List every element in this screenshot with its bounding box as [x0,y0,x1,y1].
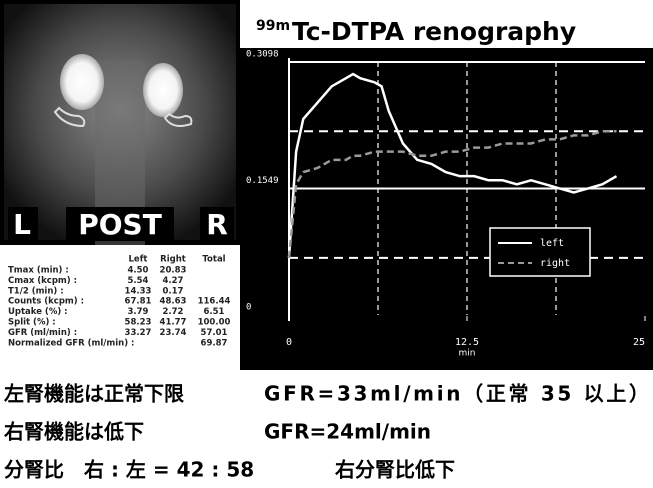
cell: 67.81 [125,297,152,307]
row-label: Counts (kcpm) : [8,297,84,307]
note: GFR=33ml/min（正常 35 以上） [264,382,649,406]
table-header: Total [202,255,225,265]
row-label: Tmax (min) : [8,266,69,276]
y-tick-label: 0 [246,303,251,313]
cell: 3.79 [128,307,149,317]
note: 左腎機能は正常下限 [4,382,184,406]
side-label: L [13,208,31,241]
table-header: Left [129,255,148,265]
cell: 6.51 [204,307,225,317]
figure: L POST R Left Right Total Tmax (min) : 4.50 2… [0,0,653,488]
note: GFR=24ml/min [264,420,431,444]
row-label: T1/2 (min) : [8,286,64,296]
cell: 116.44 [198,297,231,307]
table-header: Right [160,255,186,265]
note: 分腎比 右 : 左 = 42 : 58 [4,458,254,482]
x-tick-label: 12.5 [455,337,479,348]
cell: 57.01 [201,328,228,338]
stats-table: Left Right Total Tmax (min) : 4.50 20.83 Cmax … [8,255,230,349]
row-label: Uptake (%) : [8,307,68,317]
cell: 48.63 [160,297,187,307]
x-tick-label: 25 [633,337,645,348]
row-label: Cmax (kcpm) : [8,276,77,286]
cell: 5.54 [128,276,149,286]
note: 右腎機能は低下 [4,420,144,444]
x-axis-label: min [459,349,476,359]
cell: 23.74 [160,328,187,338]
cell: 41.77 [160,318,187,328]
row-label: GFR (ml/min) : [8,328,77,338]
title-superscript: 99m [256,18,290,34]
legend-label: right [540,258,570,269]
legend-label: left [540,238,564,249]
kidney [60,54,104,110]
note: 右分腎比低下 [335,458,455,482]
cell: 4.50 [128,266,149,276]
row-label: Split (%) : [8,318,56,328]
cell: 33.27 [125,328,152,338]
cell: 100.00 [198,318,231,328]
cell: 4.27 [163,276,184,286]
view-label: POST [78,208,162,241]
chart-title: Tc-DTPA renography [292,17,576,46]
y-tick-label: 0.1549 [246,176,279,186]
cell: 58.23 [125,318,152,328]
cell: 14.33 [125,286,152,296]
cell: 2.72 [163,307,184,317]
notes: 左腎機能は正常下限 GFR=33ml/min（正常 35 以上） 右腎機能は低下 GF… [4,382,649,482]
y-tick-label: 0.3098 [246,50,279,60]
row-label: Normalized GFR (ml/min) : [8,338,134,348]
cell: 69.87 [201,338,228,348]
cell: 20.83 [160,266,187,276]
side-label: R [206,208,228,241]
cell: 0.17 [163,286,184,296]
kidney [143,63,183,117]
x-tick-label: 0 [286,337,292,348]
